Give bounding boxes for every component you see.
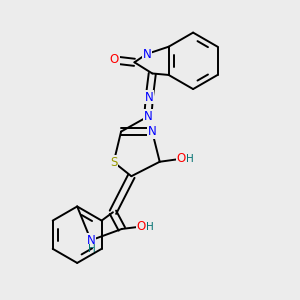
Text: H: H (146, 222, 153, 232)
Text: N: N (148, 125, 157, 138)
Text: H: H (186, 154, 193, 164)
Text: N: N (143, 110, 152, 123)
Text: N: N (86, 234, 95, 247)
Text: H: H (88, 244, 96, 254)
Text: O: O (136, 220, 146, 233)
Text: S: S (110, 156, 117, 169)
Text: N: N (145, 91, 154, 104)
Text: O: O (110, 53, 119, 66)
Text: O: O (176, 152, 186, 165)
Text: N: N (143, 48, 152, 61)
